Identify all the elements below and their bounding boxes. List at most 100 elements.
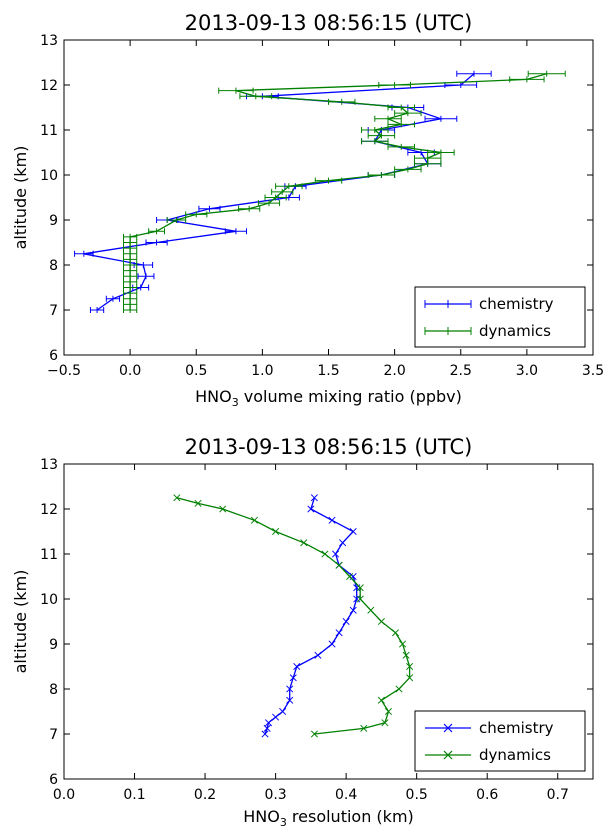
data-point: [250, 516, 258, 524]
data-point: [300, 539, 308, 547]
data-point: [342, 617, 350, 626]
x-axis-label-subscript: 3: [280, 816, 287, 827]
data-point: [321, 550, 329, 558]
y-tick-label: 9: [49, 213, 58, 229]
series-dynamics: [173, 494, 414, 738]
x-tick-label: 1.0: [251, 363, 273, 379]
y-tick-label: 10: [40, 592, 58, 608]
x-tick-label: 0.5: [406, 787, 428, 803]
legend-swatch-marker: [443, 750, 453, 760]
y-tick-label: 6: [49, 772, 58, 788]
x-tick-label: 0.0: [119, 363, 141, 379]
legend-label-dynamics: dynamics: [479, 746, 551, 764]
series-dynamics: [123, 70, 566, 313]
data-point: [328, 516, 336, 524]
x-tick-label: 0.7: [547, 787, 569, 803]
data-point: [307, 505, 315, 513]
data-point: [402, 651, 410, 659]
x-axis-label-main: HNO: [243, 807, 280, 826]
y-tick-label: 12: [40, 502, 58, 518]
x-tick-label: 0.6: [476, 787, 498, 803]
x-axis-label-main: HNO: [195, 387, 232, 406]
y-tick-label: 7: [49, 727, 58, 743]
x-axis-label-subscript: 3: [232, 396, 239, 409]
chart-title: 2013-09-13 08:56:15 (UTC): [185, 435, 473, 459]
legend: chemistry dynamics: [414, 286, 586, 348]
data-point: [406, 674, 414, 682]
y-tick-label: 8: [49, 258, 58, 274]
data-point: [353, 595, 361, 603]
x-tick-label: 0.3: [264, 787, 286, 803]
x-tick-label: 3.0: [516, 363, 538, 379]
y-tick-label: 13: [40, 33, 58, 49]
x-axis-label: HNO3 resolution (km): [243, 807, 414, 827]
data-point: [349, 606, 357, 614]
data-point: [391, 629, 400, 637]
data-point: [406, 662, 414, 671]
data-point: [339, 539, 347, 547]
x-tick-label: 0.1: [123, 787, 145, 803]
y-tick-label: 6: [49, 348, 58, 364]
x-axis-label-rest: volume mixing ratio (ppbv): [239, 387, 462, 406]
data-point: [289, 674, 297, 682]
data-point: [399, 640, 407, 648]
legend-box: [414, 286, 586, 348]
data-point: [360, 724, 368, 732]
x-tick-label: 3.5: [582, 363, 604, 379]
x-tick-label: 0.0: [53, 787, 75, 803]
data-point: [286, 696, 294, 704]
y-tick-label: 7: [49, 303, 58, 319]
bottom-chart: 2013-09-13 08:56:15 (UTC) 0.0 0.1 0.2 0.3 0.4…: [11, 435, 594, 827]
series-line-dynamics: [176, 497, 411, 735]
y-tick-label: 8: [49, 682, 58, 698]
x-tick-label: 2.0: [383, 363, 405, 379]
legend: chemistry dynamics: [414, 710, 586, 772]
data-point: [293, 662, 301, 671]
data-point: [367, 606, 375, 614]
data-point: [381, 719, 389, 727]
y-tick-label: 11: [40, 123, 58, 139]
data-point: [335, 561, 343, 569]
data-point: [279, 707, 287, 716]
legend-swatch-marker: [443, 723, 453, 733]
legend-label-chemistry: chemistry: [479, 719, 554, 737]
legend-label-chemistry: chemistry: [479, 295, 554, 313]
data-point: [356, 584, 364, 592]
data-point: [356, 595, 364, 603]
data-point: [310, 730, 318, 738]
y-tick-label: 9: [49, 637, 58, 653]
data-point: [263, 724, 271, 732]
data-point: [349, 527, 357, 536]
legend-box: [414, 710, 586, 772]
data-point: [335, 629, 343, 637]
data-point: [219, 505, 227, 513]
y-tick-label: 11: [40, 547, 58, 563]
data-point: [272, 713, 280, 721]
data-point: [377, 696, 385, 704]
data-point: [286, 685, 294, 693]
data-point: [331, 550, 340, 558]
data-point: [377, 617, 385, 626]
chart-title: 2013-09-13 08:56:15 (UTC): [185, 11, 473, 35]
data-point: [261, 730, 269, 738]
data-point: [194, 499, 202, 507]
data-point: [173, 494, 181, 502]
y-tick-label: 10: [40, 168, 58, 184]
data-point: [310, 494, 318, 502]
x-tick-label: 0.4: [335, 787, 357, 803]
data-point: [272, 527, 280, 536]
data-point: [395, 685, 403, 693]
data-point: [346, 572, 354, 581]
x-axis-label: HNO3 volume mixing ratio (ppbv): [195, 387, 462, 409]
data-point: [328, 640, 336, 648]
x-axis-label-rest: resolution (km): [287, 807, 414, 826]
x-tick-label: 1.5: [317, 363, 339, 379]
y-tick-label: 13: [40, 457, 58, 473]
data-point: [384, 707, 393, 716]
x-tick-label: 0.5: [185, 363, 207, 379]
data-point: [264, 719, 273, 727]
data-point: [314, 651, 322, 659]
y-tick-label: 12: [40, 78, 58, 94]
y-axis-label: altitude (km): [11, 570, 30, 674]
